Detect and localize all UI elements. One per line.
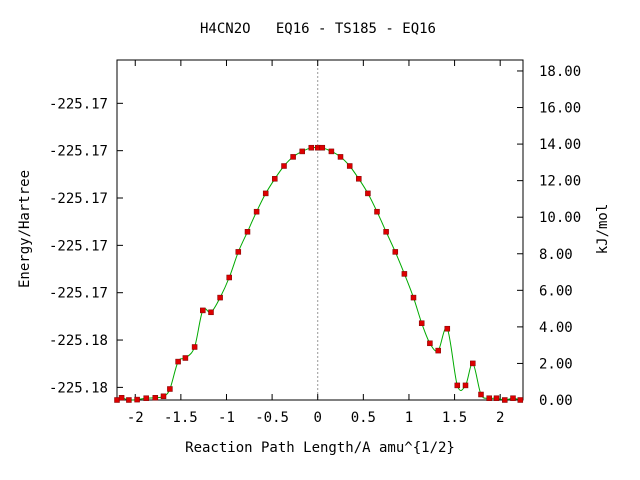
plot-frame (116, 59, 524, 401)
data-point (175, 358, 181, 365)
data-point (262, 190, 269, 197)
data-point (418, 320, 425, 326)
y2-tick-label: 2.00 (539, 356, 573, 372)
x-tick-label: 1.5 (442, 410, 467, 426)
data-point (410, 294, 417, 301)
x-axis-label: Reaction Path Length/A amu^{1/2} (185, 440, 455, 456)
data-point (328, 148, 335, 155)
data-point (478, 391, 484, 398)
x-tick-label: 1 (405, 410, 413, 426)
data-point (143, 395, 149, 401)
data-point (401, 271, 408, 277)
y2-tick-label: 18.00 (539, 64, 581, 80)
y2-tick-label: 0.00 (539, 393, 573, 409)
x-tick-label: -1.5 (164, 410, 198, 426)
y-tick-label: -225.17 (49, 96, 108, 112)
x-tick-label: 0.5 (351, 410, 376, 426)
data-point (365, 190, 371, 197)
y-axis-right: 0.00 2.00 4.00 6.00 8.00 10.00 12.00 14.00 16.00… (517, 64, 581, 409)
data-point (454, 382, 461, 389)
y-tick-label: -225.17 (49, 238, 108, 254)
data-point (253, 208, 260, 215)
data-point (126, 397, 132, 403)
data-point (319, 144, 326, 151)
data-point (486, 395, 492, 401)
data-point (346, 163, 353, 169)
y2-tick-label: 12.00 (539, 174, 581, 190)
data-point (217, 294, 223, 301)
data-point (299, 148, 305, 155)
data-point (290, 154, 296, 160)
y2-tick-label: 6.00 (539, 283, 573, 299)
y-tick-label: -225.17 (49, 191, 108, 207)
data-point (383, 229, 389, 235)
data-point (200, 307, 206, 314)
data-point (314, 144, 321, 151)
data-point (427, 340, 433, 347)
data-point (160, 393, 167, 400)
data-point (244, 229, 251, 235)
x-tick-label: -2 (127, 410, 144, 426)
data-point (435, 347, 441, 354)
data-point (134, 396, 140, 403)
data-point (208, 309, 214, 316)
data-point (152, 395, 159, 401)
data-point (272, 176, 278, 182)
y2-tick-label: 4.00 (539, 320, 573, 336)
y2-tick-label: 14.00 (539, 137, 581, 153)
data-point (308, 144, 315, 151)
x-tick-label: 0 (314, 410, 322, 426)
data-point (182, 355, 189, 361)
x-axis: -2 -1.5 -1 -0.5 0 0.5 1 1.5 2 (127, 60, 504, 426)
data-point (444, 325, 451, 332)
data-point (392, 249, 399, 255)
data-point (114, 397, 120, 403)
y-tick-label: -225.18 (49, 333, 108, 349)
data-point (374, 208, 380, 215)
data-point (493, 395, 500, 401)
data-point (517, 397, 524, 403)
y2-tick-label: 10.00 (539, 210, 581, 226)
y-tick-label: -225.18 (49, 380, 108, 396)
data-points (114, 144, 524, 403)
y-tick-label: -225.17 (49, 286, 108, 302)
data-point (356, 176, 362, 182)
data-point (235, 249, 242, 255)
x-tick-label: 2 (496, 410, 504, 426)
y-tick-label: -225.17 (49, 144, 108, 160)
data-point (337, 154, 344, 160)
y-axis-left: -225.18 -225.18 -225.17 -225.17 -225.17 -225.… (49, 96, 123, 396)
data-point (118, 395, 125, 401)
x-tick-label: -0.5 (255, 410, 289, 426)
data-point (167, 386, 173, 392)
y2-tick-label: 8.00 (539, 247, 573, 263)
y2-tick-label: 16.00 (539, 101, 581, 117)
chart-title: H4CN2O EQ16 - TS185 - EQ16 (200, 21, 436, 37)
y-axis-label: Energy/Hartree (17, 170, 33, 288)
data-point (226, 274, 232, 281)
data-point (470, 360, 476, 367)
x-tick-label: -1 (218, 410, 235, 426)
data-point (502, 397, 508, 403)
y2-axis-label: kJ/mol (595, 204, 611, 255)
data-point (510, 395, 516, 401)
data-point (281, 163, 287, 169)
data-point (191, 344, 198, 350)
data-point (462, 382, 469, 389)
